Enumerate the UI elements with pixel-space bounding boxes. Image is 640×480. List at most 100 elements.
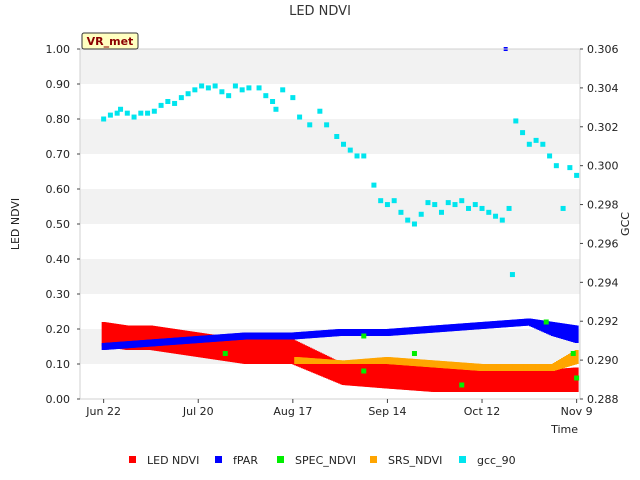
series-point (499, 217, 505, 223)
series-point (533, 137, 539, 143)
y-left-tick-label: 0.60 (46, 183, 71, 196)
legend-label: LED NDVI (147, 454, 199, 467)
series-point (540, 141, 546, 147)
series-point (226, 93, 232, 99)
legend-swatch (129, 456, 136, 463)
y-right-tick-label: 0.296 (587, 237, 619, 250)
series-point (317, 108, 323, 114)
series-point (324, 122, 330, 128)
x-axis-label: Time (550, 423, 578, 436)
series-point (361, 153, 367, 159)
legend-swatch (370, 456, 377, 463)
series-point (411, 351, 417, 356)
series-point (270, 99, 276, 104)
y-axis-right-label: GCC (619, 212, 632, 236)
series-point (158, 102, 164, 108)
series-point (574, 172, 580, 178)
y-left-tick-label: 0.80 (46, 113, 71, 126)
series-point (570, 351, 576, 356)
y-left-tick-label: 0.20 (46, 323, 71, 336)
grid-band (80, 189, 580, 224)
series-point (280, 87, 286, 93)
legend-swatch (277, 456, 284, 463)
y-axis-left-label: LED NDVI (9, 198, 22, 250)
y-left-tick-label: 0.50 (46, 218, 71, 231)
series-point (341, 141, 347, 147)
series-point (472, 202, 478, 208)
y-right-tick-label: 0.300 (587, 160, 619, 173)
y-left-tick-label: 0.10 (46, 358, 71, 371)
series-point (391, 198, 397, 204)
series-point (361, 368, 367, 374)
grid-band (80, 49, 580, 84)
series-point (185, 91, 191, 97)
legend-swatch (215, 456, 222, 463)
series-point (118, 106, 124, 112)
y-right-tick-label: 0.288 (587, 393, 619, 406)
y-right-tick-label: 0.290 (587, 354, 619, 367)
series-point (543, 319, 549, 325)
x-tick-label: Nov 9 (561, 405, 593, 418)
series-point (432, 202, 438, 208)
series-point (334, 134, 340, 139)
series-point (547, 153, 553, 159)
legend: LED NDVI fPAR SPEC_NDVI SRS_NDVI gcc_90 (129, 454, 516, 467)
series-point (124, 110, 130, 116)
y-right-tick-label: 0.292 (587, 315, 619, 328)
series-point (307, 122, 313, 128)
legend-swatch (459, 456, 466, 463)
y-right-tick-label: 0.294 (587, 276, 619, 289)
series-point (567, 165, 573, 171)
series-point (553, 163, 559, 169)
grid-band (80, 154, 580, 189)
series-point (574, 350, 579, 364)
y-right-tick-label: 0.302 (587, 121, 619, 134)
station-badge: VR_met (81, 32, 139, 50)
series-point (493, 213, 499, 219)
series-point (192, 87, 198, 93)
grid-band (80, 224, 580, 259)
series-point (513, 118, 519, 124)
series-point (425, 200, 431, 206)
series-spec-ndvi (222, 319, 580, 388)
y-left-tick-label: 0.40 (46, 253, 71, 266)
series-point (199, 83, 205, 89)
series-fpar (101, 47, 579, 350)
legend-label: fPAR (233, 454, 258, 467)
series-point (466, 205, 472, 211)
background-bands (80, 49, 580, 399)
series-point (114, 110, 120, 116)
series-point (479, 205, 485, 211)
series-point (347, 147, 353, 153)
series-point (459, 198, 465, 204)
series-point (101, 116, 107, 122)
y-left-tick-label: 1.00 (46, 43, 71, 56)
series-point (371, 182, 377, 188)
y-left-tick-label: 0.70 (46, 148, 71, 161)
series-point (131, 114, 137, 120)
series-point (445, 200, 451, 206)
series-srs-ndvi (294, 350, 579, 371)
grid-band (80, 259, 580, 294)
series-point (138, 110, 144, 116)
y-left-tick-label: 0.90 (46, 78, 71, 91)
grid-band (80, 119, 580, 154)
chart-title: LED NDVI (289, 4, 351, 19)
grid-band (80, 84, 580, 119)
series-point (459, 382, 465, 388)
series-point (107, 112, 113, 118)
axes: 0.00 0.10 0.20 0.30 0.40 0.50 0.60 0.70 0.80 0.90… (46, 43, 619, 418)
series-point (418, 211, 424, 217)
series-point (151, 108, 157, 114)
series-point (411, 221, 417, 227)
series-point (232, 83, 238, 89)
series-point (263, 93, 269, 99)
series-point (165, 99, 171, 104)
legend-label: SRS_NDVI (388, 454, 442, 467)
series-point (378, 198, 384, 204)
series-point (560, 205, 566, 211)
station-badge-label: VR_met (87, 35, 134, 48)
series-point (526, 141, 532, 147)
x-tick-label: Jun 22 (85, 405, 121, 418)
